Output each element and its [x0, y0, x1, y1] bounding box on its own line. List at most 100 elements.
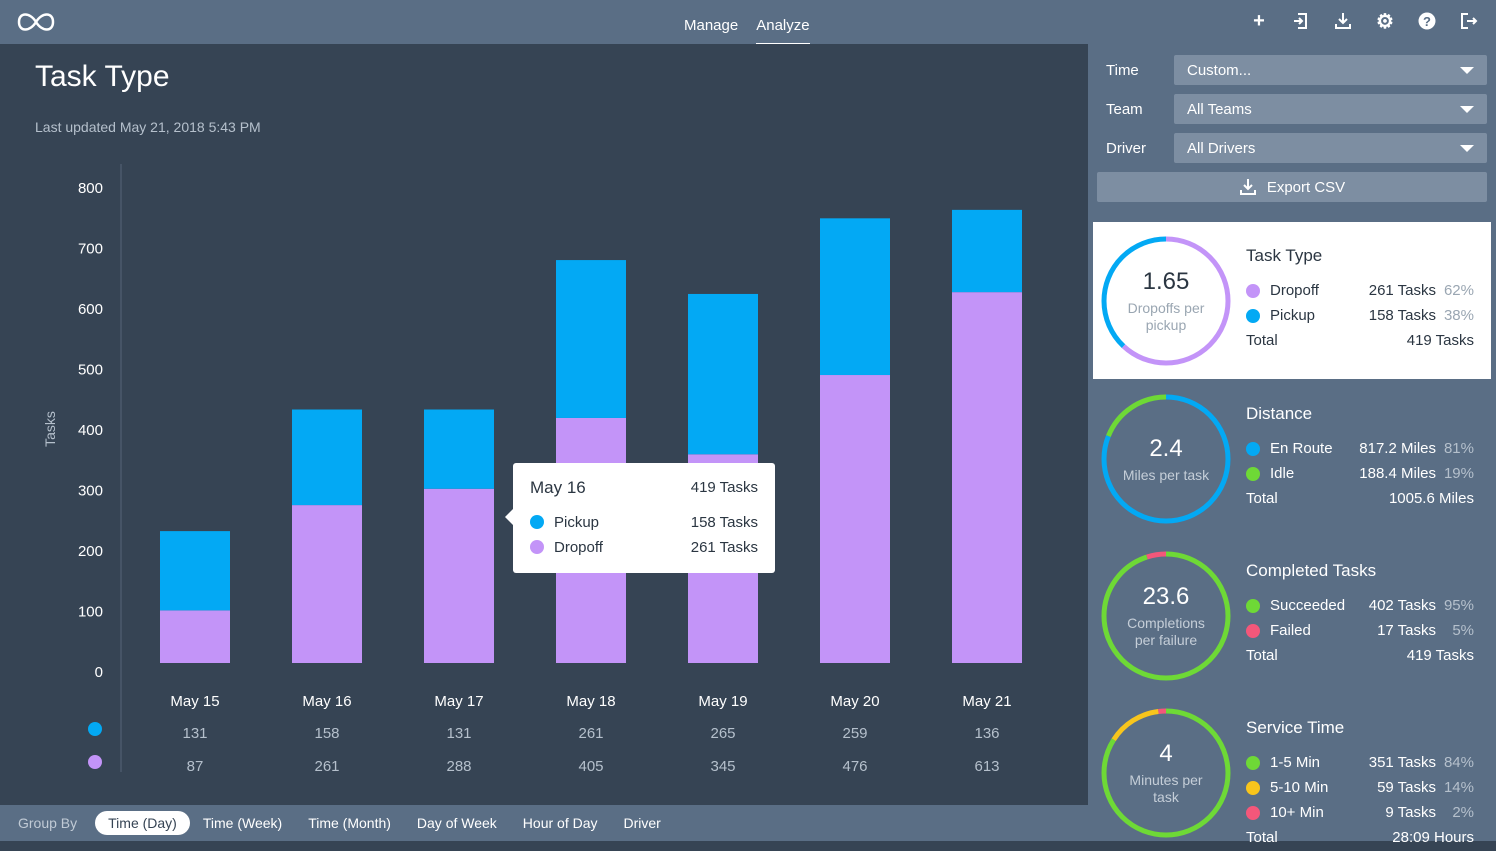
bar-dropoff — [160, 610, 230, 663]
bar-pickup — [952, 209, 1022, 293]
logout-icon[interactable] — [1458, 10, 1480, 32]
legend-value: 9 Tasks — [1385, 804, 1436, 821]
total-value: 1005.6 Miles — [1388, 490, 1474, 507]
total-label: Total — [1246, 332, 1278, 349]
bar-pickup — [424, 409, 494, 489]
stat-card-completed-tasks[interactable]: 23.6 Completions per failure Completed Ta… — [1093, 537, 1491, 694]
tooltip-total: 419 Tasks — [690, 479, 758, 496]
download-icon[interactable] — [1332, 10, 1354, 32]
legend-dot-icon — [1246, 598, 1260, 613]
legend-name: Idle — [1270, 465, 1295, 482]
pickup-value-label: 261 — [578, 725, 603, 742]
stat-card-task-type[interactable]: 1.65 Dropoffs per pickup Task Type Dropoff… — [1093, 222, 1491, 379]
total-row: Total 419 Tasks — [1246, 643, 1474, 668]
y-tick-label: 500 — [78, 362, 103, 379]
side-panel: Time Custom... Team All Teams Driver All Dr… — [1088, 44, 1496, 846]
card-title: Completed Tasks — [1246, 561, 1377, 580]
ring-segment — [1101, 236, 1231, 366]
card-title: Task Type — [1246, 246, 1323, 265]
legend-name: Failed — [1270, 622, 1311, 639]
export-csv-button[interactable]: Export CSV — [1097, 172, 1487, 202]
group-option-driver[interactable]: Driver — [623, 815, 661, 831]
filter-team: Team All Teams — [1106, 94, 1487, 124]
last-updated: Last updated May 21, 2018 5:43 PM — [35, 119, 261, 135]
group-option-time-month[interactable]: Time (Month) — [308, 815, 391, 831]
legend-value: 59 Tasks — [1377, 779, 1436, 796]
nav-analyze[interactable]: Analyze — [756, 17, 810, 46]
legend-dot-icon — [1246, 466, 1260, 481]
nav-manage[interactable]: Manage — [684, 17, 739, 34]
gear-icon[interactable]: ⚙ — [1376, 10, 1394, 33]
pickup-value-label: 158 — [314, 725, 339, 742]
card-title: Service Time — [1246, 718, 1345, 737]
legend-percent: 14% — [1443, 779, 1474, 796]
select-value: Custom... — [1187, 61, 1252, 79]
legend-name: 10+ Min — [1270, 804, 1324, 821]
ring-value: 4 — [1159, 740, 1173, 767]
caret-down-icon — [1460, 66, 1474, 74]
donut-ring — [1101, 394, 1231, 524]
pickup-dot-icon — [530, 515, 544, 529]
dropoff-value-label: 87 — [187, 758, 204, 775]
group-option-hour-of-day[interactable]: Hour of Day — [522, 815, 598, 831]
group-option-time-week[interactable]: Time (Week) — [202, 815, 283, 831]
tooltip-row-name: Dropoff — [554, 539, 603, 556]
legend-value: 17 Tasks — [1377, 622, 1436, 639]
legend-dot-icon — [1246, 283, 1260, 298]
download-icon — [1239, 179, 1256, 195]
legend-dot-icon — [1246, 755, 1260, 770]
legend-percent: 95% — [1443, 597, 1474, 614]
y-tick-label: 600 — [78, 301, 103, 318]
filter-driver: Driver All Drivers — [1106, 133, 1487, 163]
x-tick-label: May 20 — [830, 693, 879, 710]
main-panel: Task Type Last updated May 21, 2018 5:43… — [0, 44, 1088, 805]
bar-pickup — [160, 531, 230, 611]
y-tick-label: 200 — [78, 543, 103, 560]
team-select[interactable]: All Teams — [1174, 94, 1487, 124]
infinity-logo-icon[interactable] — [16, 10, 56, 34]
dropoff-value-label: 476 — [842, 758, 867, 775]
y-tick-label: 0 — [95, 664, 103, 681]
ring-caption: Completions per failure — [1127, 615, 1205, 648]
group-option-day-of-week[interactable]: Day of Week — [416, 815, 497, 831]
help-icon[interactable]: ? — [1416, 10, 1438, 32]
dropoff-dot-icon — [530, 540, 544, 554]
legend-name: Succeeded — [1270, 597, 1346, 614]
group-option-time-day[interactable]: Time (Day) — [95, 811, 190, 835]
bar-dropoff — [952, 292, 1022, 663]
stat-card-distance[interactable]: 2.4 Miles per task Distance En Route 817.2 … — [1093, 380, 1491, 537]
svg-text:?: ? — [1423, 14, 1431, 29]
legend-percent: 81% — [1443, 440, 1474, 457]
x-tick-label: May 15 — [170, 693, 219, 710]
dropoff-value-label: 261 — [314, 758, 339, 775]
ring-value: 23.6 — [1142, 583, 1190, 610]
ring-segment — [1101, 708, 1231, 838]
y-tick-label: 100 — [78, 604, 103, 621]
driver-select[interactable]: All Drivers — [1174, 133, 1487, 163]
bar-pickup — [292, 409, 362, 506]
legend-row: Idle 188.4 Miles 19% — [1246, 461, 1474, 486]
legend-value: 402 Tasks — [1368, 597, 1436, 614]
x-tick-label: May 17 — [434, 693, 483, 710]
time-select[interactable]: Custom... — [1174, 55, 1487, 85]
plus-icon[interactable]: + — [1253, 9, 1265, 32]
legend-dot-icon — [1246, 441, 1260, 456]
legend-dot-icon — [1246, 780, 1260, 795]
import-icon[interactable] — [1290, 10, 1312, 32]
total-row: Total 1005.6 Miles — [1246, 486, 1474, 511]
legend-value: 817.2 Miles — [1359, 440, 1436, 457]
bar-pickup — [556, 260, 626, 418]
y-tick-label: 700 — [78, 241, 103, 258]
bar-dropoff — [424, 488, 494, 663]
legend-dot-icon — [1246, 623, 1260, 638]
ring-segment — [1101, 394, 1231, 524]
legend-name: Pickup — [1270, 307, 1316, 324]
filter-time: Time Custom... — [1106, 55, 1487, 85]
legend-dot-icon — [1246, 308, 1260, 323]
bar-dropoff — [292, 505, 362, 663]
legend-value: 158 Tasks — [1368, 307, 1436, 324]
select-value: All Teams — [1187, 100, 1252, 118]
y-tick-label: 800 — [78, 180, 103, 197]
card-title: Distance — [1246, 404, 1313, 423]
stat-card-service-time[interactable]: 4 Minutes per task Service Time 1-5 Min 351… — [1093, 694, 1491, 851]
